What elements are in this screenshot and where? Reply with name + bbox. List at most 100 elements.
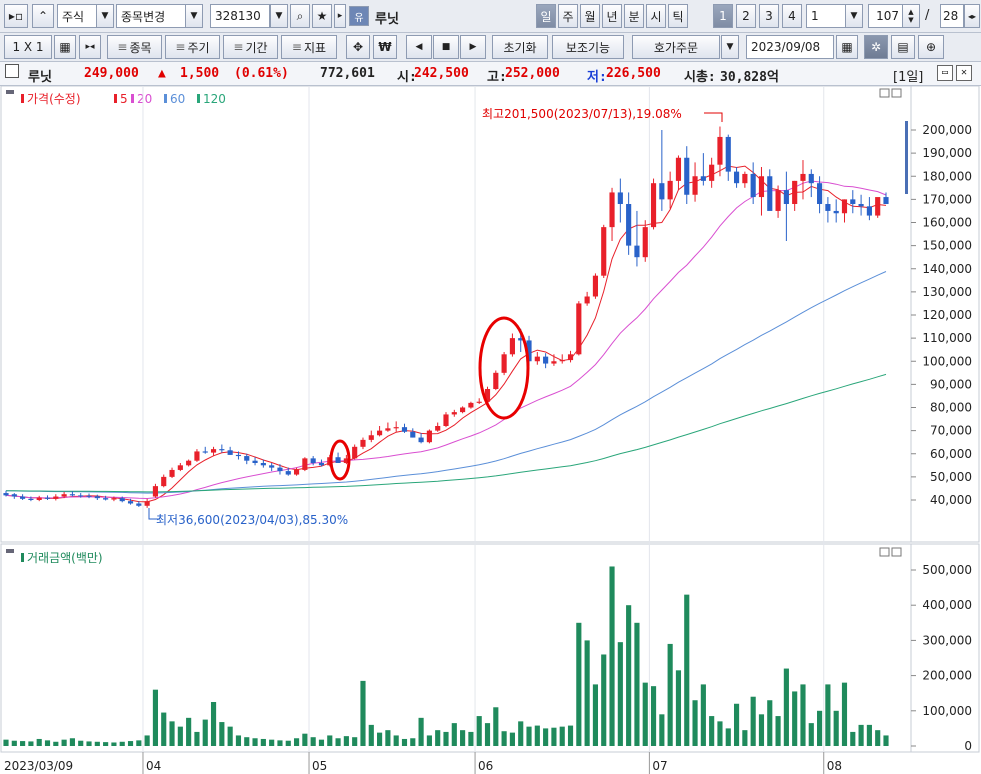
high-annotation-arrow bbox=[704, 112, 723, 122]
candle-body bbox=[277, 467, 283, 472]
volume-bar bbox=[426, 735, 432, 746]
candle-body bbox=[451, 412, 457, 415]
volume-bar bbox=[601, 654, 607, 746]
candle-body bbox=[86, 495, 92, 497]
volume-pane-controls[interactable] bbox=[879, 547, 902, 557]
period-year-tab[interactable]: 년 bbox=[602, 4, 622, 28]
volume-bar bbox=[335, 738, 341, 746]
candle-body bbox=[269, 465, 275, 468]
volume-axis-label: 500,000 bbox=[922, 563, 972, 577]
layout-button[interactable]: 1 X 1 bbox=[4, 35, 52, 59]
volume-bar bbox=[11, 740, 17, 746]
number-4-button[interactable]: 4 bbox=[782, 4, 802, 28]
candle-body bbox=[534, 356, 540, 362]
restore-icon[interactable]: ▭ bbox=[937, 65, 953, 81]
chevron-down-icon[interactable]: ▼ bbox=[721, 35, 739, 59]
volume-bar bbox=[543, 728, 549, 746]
candle-body bbox=[650, 183, 657, 228]
period-tick-tab[interactable]: 틱 bbox=[668, 4, 688, 28]
stock-code-input[interactable]: 328130 bbox=[210, 4, 270, 28]
candle-body bbox=[476, 401, 482, 403]
interval-input[interactable]: 1 bbox=[806, 4, 846, 28]
checkbox[interactable] bbox=[5, 64, 19, 78]
chevron-down-icon[interactable]: ▼ bbox=[96, 4, 114, 28]
volume-bar bbox=[609, 566, 615, 746]
grid-icon[interactable]: ▦ bbox=[54, 35, 76, 59]
secondary-toolbar: 1 X 1 ▦ ▸◂ ≡ 종목 ≡ 주기 ≡ 기간 ≡ 지표 ✥ ₩ ◀ ■ ▶ 초기화… bbox=[0, 33, 981, 62]
period-week-tab[interactable]: 주 bbox=[558, 4, 578, 28]
prev-icon[interactable]: ◀ bbox=[406, 35, 432, 59]
move-icon[interactable]: ✥ bbox=[346, 35, 370, 59]
period-month-tab[interactable]: 월 bbox=[580, 4, 600, 28]
single-view-icon[interactable]: ▸◂ bbox=[79, 35, 101, 59]
candle-body bbox=[169, 469, 175, 477]
price-axis-label: 120,000 bbox=[922, 308, 972, 322]
candle-body bbox=[194, 451, 200, 461]
volume-bar bbox=[69, 738, 75, 746]
export-icon[interactable]: ▤ bbox=[891, 35, 915, 59]
market-select[interactable]: 주식 bbox=[57, 4, 97, 28]
stock-info-icon[interactable]: 유 bbox=[349, 6, 369, 26]
candle-body bbox=[833, 210, 839, 214]
date-input[interactable]: 2023/09/08 bbox=[746, 35, 834, 59]
price-axis-label: 170,000 bbox=[922, 192, 972, 206]
volume-bar bbox=[410, 738, 416, 746]
calendar-icon[interactable]: ▦ bbox=[836, 35, 858, 59]
volume-bar bbox=[800, 684, 806, 746]
currency-icon[interactable]: ₩ bbox=[373, 35, 397, 59]
candle-body bbox=[526, 340, 532, 362]
search-icon[interactable]: ⌕ bbox=[290, 4, 310, 28]
total-count: 28 bbox=[940, 4, 964, 28]
aux-function-button[interactable]: 보조기능 bbox=[552, 35, 624, 59]
arrow-right-icon[interactable]: ▸ bbox=[334, 4, 346, 28]
collapse-up-icon[interactable]: ⌃ bbox=[32, 4, 54, 28]
period-button[interactable]: ≡ 기간 bbox=[223, 35, 278, 59]
zoom-icon[interactable]: ⊕ bbox=[918, 35, 944, 59]
stock-button[interactable]: ≡ 종목 bbox=[107, 35, 162, 59]
candle-body bbox=[44, 497, 51, 499]
date-axis-label: 06 bbox=[478, 759, 493, 773]
indicator-button[interactable]: ≡ 지표 bbox=[281, 35, 337, 59]
stop-icon[interactable]: ■ bbox=[433, 35, 459, 59]
candle-body bbox=[883, 197, 889, 204]
chevron-down-icon[interactable]: ▼ bbox=[185, 4, 203, 28]
period-hour-tab[interactable]: 시 bbox=[646, 4, 666, 28]
price-pane-controls[interactable] bbox=[879, 88, 902, 98]
candle-body bbox=[202, 451, 208, 453]
volume-bar bbox=[103, 742, 109, 746]
count-input[interactable]: 107 bbox=[868, 4, 903, 28]
number-1-button[interactable]: 1 bbox=[713, 4, 733, 28]
price-chart[interactable]: 가격(수정) 5 20 60 120 거래금액(백만) 200,000 190,0… bbox=[0, 86, 981, 774]
chevron-down-icon[interactable]: ▼ bbox=[845, 4, 863, 28]
change-item-select[interactable]: 종목변경 bbox=[116, 4, 186, 28]
scroll-arrows-icon[interactable]: ◂▸ bbox=[964, 4, 980, 28]
number-3-button[interactable]: 3 bbox=[759, 4, 779, 28]
candle-body bbox=[227, 450, 233, 455]
price-info-bar: 루닛 249,000 ▲ 1,500 (0.61%) 772,601 시: 24… bbox=[0, 62, 981, 86]
volume-bar bbox=[219, 722, 225, 746]
number-2-button[interactable]: 2 bbox=[736, 4, 756, 28]
candle-body bbox=[285, 471, 291, 475]
volume-bar bbox=[700, 684, 706, 746]
price-scroll-indicator[interactable] bbox=[905, 121, 908, 194]
volume-bar bbox=[210, 702, 217, 746]
period-day-tab[interactable]: 일 bbox=[536, 4, 556, 28]
star-icon[interactable]: ★ bbox=[312, 4, 332, 28]
panel-toggle-icon[interactable]: ▸▫ bbox=[4, 4, 28, 28]
quote-order-button[interactable]: 호가주문 bbox=[632, 35, 720, 59]
reset-button[interactable]: 초기화 bbox=[492, 35, 548, 59]
volume-bar bbox=[667, 643, 673, 746]
volume-bar bbox=[576, 622, 582, 746]
candle-body bbox=[352, 446, 358, 459]
gear-icon[interactable]: ✲ bbox=[864, 35, 888, 59]
volume-bar bbox=[468, 731, 474, 746]
period-minute-tab[interactable]: 분 bbox=[624, 4, 644, 28]
chevron-down-icon[interactable]: ▼ bbox=[270, 4, 288, 28]
cycle-button[interactable]: ≡ 주기 bbox=[165, 35, 220, 59]
next-icon[interactable]: ▶ bbox=[460, 35, 486, 59]
candle-body bbox=[310, 458, 316, 463]
spinner-icon[interactable]: ▲ ▼ bbox=[902, 4, 920, 28]
close-icon[interactable]: ✕ bbox=[956, 65, 972, 81]
candle-body bbox=[435, 426, 441, 431]
candle-body bbox=[460, 407, 466, 413]
